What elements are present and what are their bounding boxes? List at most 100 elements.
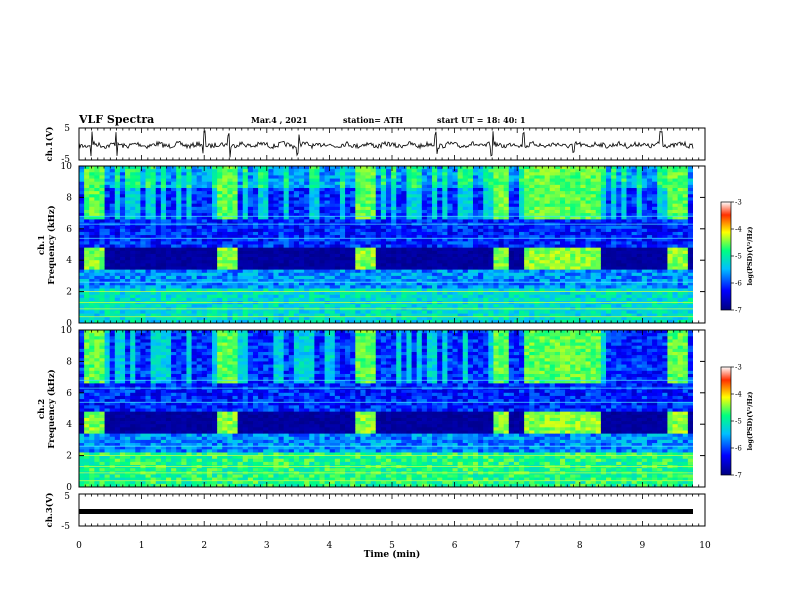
spectrogram-cell <box>104 175 111 179</box>
spectrogram-cell <box>554 216 561 220</box>
spectrogram-cell <box>119 181 126 186</box>
spectrogram-cell <box>324 197 331 201</box>
spectrogram-cell <box>84 310 90 314</box>
spectrogram-cell <box>196 319 203 324</box>
spectrogram-cell <box>426 216 433 220</box>
spectrogram-cell <box>140 253 146 258</box>
spectrogram-cell <box>227 263 233 267</box>
spectrogram-cell <box>171 272 177 277</box>
spectrogram-cell <box>483 241 489 245</box>
spectrogram-cell <box>380 209 387 214</box>
spectrogram-cell <box>396 272 402 277</box>
spectrogram-cell <box>191 219 198 223</box>
spectrogram-cell <box>529 197 535 201</box>
spectrogram-cell <box>263 169 269 173</box>
spectrogram-cell <box>232 272 239 277</box>
spectrogram-cell <box>99 285 105 289</box>
spectrogram-cell <box>252 238 259 242</box>
spectrogram-cell <box>314 310 320 314</box>
spectrogram-cell <box>334 178 341 183</box>
spectrogram-cell <box>196 260 203 264</box>
spectrogram-cell <box>186 191 192 195</box>
spectrogram-cell <box>478 285 484 289</box>
spectrogram-cell <box>206 191 213 195</box>
spectrogram-cell <box>483 279 489 283</box>
spectrogram-cell <box>426 184 433 189</box>
spectrogram-cell <box>299 304 305 308</box>
spectrogram-cell <box>580 266 586 271</box>
spectrogram-cell <box>519 181 525 186</box>
spectrogram-cell <box>519 250 525 255</box>
spectrogram-cell <box>554 247 561 252</box>
spectrogram-cell <box>165 166 172 170</box>
spectrogram-cell <box>386 213 392 217</box>
spectrogram-cell <box>396 297 402 302</box>
spectrogram-cell <box>493 253 499 258</box>
spectrogram-cell <box>498 194 505 198</box>
spectrogram-cell <box>84 275 90 280</box>
spectrogram-cell <box>150 319 157 324</box>
spectrogram-cell <box>524 181 530 186</box>
spectrogram-cell <box>565 288 571 292</box>
spectrogram-cell <box>442 203 448 208</box>
spectrogram-cell <box>519 175 525 179</box>
spectrogram-cell <box>201 231 208 236</box>
spectrogram-cell <box>345 304 351 308</box>
spectrogram-cell <box>529 291 535 296</box>
spectrogram-cell <box>386 310 392 314</box>
spectrogram-cell <box>503 241 510 245</box>
spectrogram-cell <box>125 291 131 296</box>
spectrogram-cell <box>212 253 218 258</box>
spectrogram-cell <box>150 269 157 274</box>
spectrogram-cell <box>483 266 489 271</box>
spectrogram-cell <box>109 257 116 261</box>
spectrogram-cell <box>237 319 244 324</box>
spectrogram-cell <box>314 269 320 274</box>
spectrogram-cell <box>411 241 418 245</box>
spectrogram-cell <box>421 213 428 217</box>
spectrogram-cell <box>94 316 100 321</box>
spectrogram-cell <box>334 216 341 220</box>
spectrogram-cell <box>263 313 269 318</box>
spectrogram-cell <box>186 213 192 217</box>
spectrogram-cell <box>442 238 448 242</box>
spectrogram-cell <box>299 285 305 289</box>
spectrogram-cell <box>165 288 172 292</box>
spectrogram-cell <box>140 184 146 189</box>
spectrogram-cell <box>309 297 315 302</box>
spectrogram-cell <box>355 197 361 201</box>
spectrogram-cell <box>355 285 361 289</box>
spectrogram-cell <box>498 244 505 249</box>
spectrogram-cell <box>299 260 305 264</box>
spectrogram-cell <box>140 228 146 233</box>
spectrogram-cell <box>457 197 464 201</box>
spectrogram-cell <box>355 172 361 176</box>
spectrogram-cell <box>437 253 443 258</box>
spectrogram-cell <box>237 266 244 271</box>
spectrogram-cell <box>355 191 361 195</box>
spectrogram-cell <box>140 313 146 318</box>
spectrogram-cell <box>242 184 249 189</box>
spectrogram-cell <box>79 253 85 258</box>
spectrogram-cell <box>580 282 586 286</box>
spectrogram-cell <box>350 282 356 286</box>
spectrogram-cell <box>109 297 116 302</box>
spectrogram-cell <box>580 241 586 245</box>
spectrogram-cell <box>391 250 397 255</box>
spectrogram-cell <box>345 250 351 255</box>
spectrogram-cell <box>232 219 239 223</box>
spectrogram-cell <box>268 294 274 299</box>
spectrogram-cell <box>217 197 223 201</box>
spectrogram-cell <box>508 313 515 318</box>
spectrogram-cell <box>493 244 499 249</box>
spectrogram-cell <box>467 225 474 230</box>
spectrogram-cell <box>273 244 279 249</box>
spectrogram-cell <box>84 291 90 296</box>
spectrogram-cell <box>447 304 453 308</box>
spectrogram-cell <box>150 172 157 176</box>
spectrogram-cell <box>288 169 295 173</box>
spectrogram-cell <box>488 294 494 299</box>
spectrogram-cell <box>411 253 418 258</box>
spectrogram-cell <box>447 209 453 214</box>
spectrogram-cell <box>524 291 530 296</box>
